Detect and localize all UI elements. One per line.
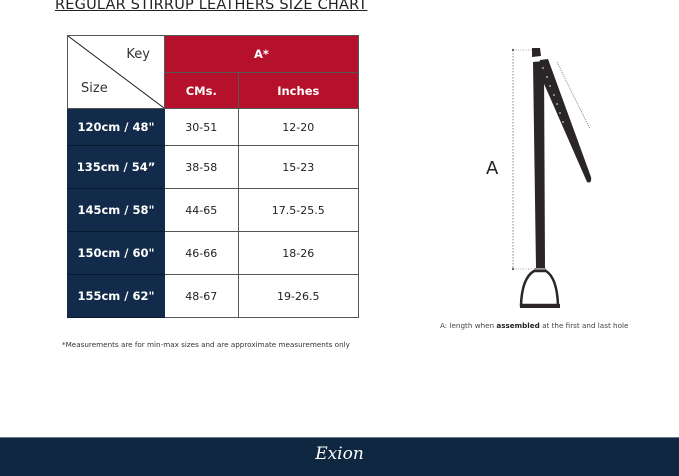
column-header-inches: Inches	[237, 72, 360, 109]
caption-text-end: at the first and last hole	[539, 321, 629, 330]
cms-cell: 46-66	[164, 231, 239, 275]
footer-bar: Exion	[0, 437, 679, 476]
measurement-note: *Measurements are for min-max sizes and …	[62, 340, 350, 349]
diagram-caption: A: length when assembled at the first an…	[440, 321, 628, 330]
cms-cell: 44-65	[164, 188, 239, 232]
key-label: Key	[126, 47, 150, 62]
caption-bold: assembled	[496, 321, 540, 330]
size-cell: 135cm / 54”	[67, 145, 165, 189]
size-cell: 145cm / 58"	[67, 188, 165, 232]
column-header-cms: CMs.	[164, 72, 239, 109]
diagonal-divider	[68, 36, 164, 108]
page-title: REGULAR STIRRUP LEATHERS SIZE CHART	[55, 0, 368, 13]
inches-cell: 19-26.5	[237, 274, 360, 318]
dimension-label: A	[486, 158, 499, 179]
inches-cell: 12-20	[237, 108, 360, 146]
size-cell: 150cm / 60"	[67, 231, 165, 275]
table-row: 150cm / 60" 46-66 18-26	[67, 231, 360, 275]
size-chart-table: Key Size A* CMs. Inches 120cm / 48" 30-5…	[67, 35, 360, 318]
table-row: 145cm / 58" 44-65 17.5-25.5	[67, 188, 360, 232]
inches-cell: 17.5-25.5	[237, 188, 360, 232]
size-cell: 120cm / 48"	[67, 108, 165, 146]
corner-cell: Key Size	[67, 35, 165, 109]
table-row: 135cm / 54” 38-58 15-23	[67, 145, 360, 189]
size-label: Size	[81, 81, 108, 96]
inches-cell: 15-23	[237, 145, 360, 189]
group-header: A*	[164, 35, 359, 73]
cms-cell: 30-51	[164, 108, 239, 146]
size-cell: 155cm / 62"	[67, 274, 165, 318]
caption-text: A: length when	[440, 321, 497, 330]
brand-logo: Exion	[315, 444, 364, 464]
inches-cell: 18-26	[237, 231, 360, 275]
cms-cell: 38-58	[164, 145, 239, 189]
table-row: 120cm / 48" 30-51 12-20	[67, 108, 360, 146]
cms-cell: 48-67	[164, 274, 239, 318]
stirrup-leather-illustration	[511, 48, 592, 308]
table-row: 155cm / 62" 48-67 19-26.5	[67, 274, 360, 318]
